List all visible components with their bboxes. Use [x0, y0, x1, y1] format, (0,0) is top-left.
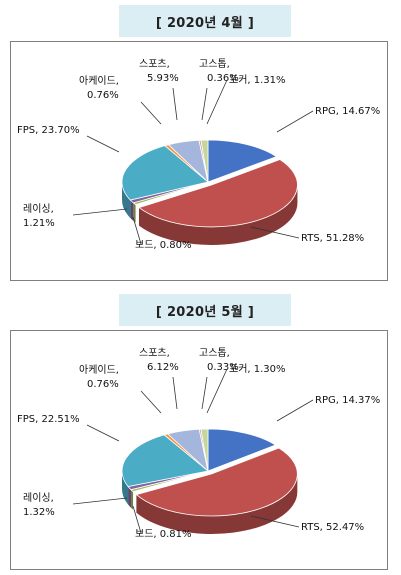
- leader-line-포커: [206, 368, 228, 414]
- leader-line-아케이드: [140, 101, 162, 125]
- data-label-고스톱-value: 0.36%: [207, 73, 239, 84]
- data-label-아케이드-name: 아케이드,: [79, 75, 119, 87]
- leader-line-FPS: [86, 135, 120, 153]
- pie-slices: [121, 428, 298, 517]
- pie-side-레이싱: [130, 200, 134, 221]
- data-label-아케이드-name: 아케이드,: [79, 364, 119, 376]
- pie-side-RTS: [139, 184, 298, 245]
- data-label-스포츠-name: 스포츠,: [139, 347, 170, 359]
- leader-line-보드: [132, 216, 142, 245]
- pie-slice-포커: [200, 428, 209, 472]
- pie-slice-FPS: [121, 145, 209, 201]
- pie-chart-may-svg: RPG, 14.37% RTS, 52.47% 보드, 0.81% 레이싱, 1.32%…: [17, 347, 380, 540]
- leader-line-고스톱: [201, 87, 208, 121]
- data-label-보드: 보드, 0.81%: [135, 528, 192, 540]
- pie-side-보드: [130, 489, 134, 510]
- data-label-스포츠-name: 스포츠,: [139, 58, 170, 70]
- leader-line-스포츠: [172, 87, 178, 121]
- leader-line-RPG: [276, 399, 314, 422]
- leader-line-RPG: [276, 110, 314, 133]
- pie-slices: [121, 139, 298, 228]
- pie-slice-RTS: [138, 159, 298, 228]
- pie-chart-may: RPG, 14.37% RTS, 52.47% 보드, 0.81% 레이싱, 1.32%…: [10, 330, 388, 570]
- data-label-FPS: FPS, 22.51%: [17, 414, 80, 425]
- leader-line-레이싱: [72, 208, 128, 216]
- pie-slice-RTS: [135, 447, 298, 517]
- pie-labels: RPG, 14.37% RTS, 52.47% 보드, 0.81% 레이싱, 1.32%…: [17, 347, 380, 540]
- data-label-레이싱-value: 1.32%: [23, 507, 55, 518]
- data-label-레이싱-value: 1.21%: [23, 218, 55, 229]
- pie-slice-포커: [200, 139, 209, 183]
- leader-line-보드: [132, 505, 142, 534]
- data-label-FPS: FPS, 23.70%: [17, 125, 80, 136]
- data-label-고스톱-name: 고스톱,: [199, 347, 230, 359]
- data-label-레이싱-name: 레이싱,: [23, 203, 54, 215]
- data-label-보드: 보드, 0.80%: [135, 239, 192, 251]
- data-label-고스톱-value: 0.33%: [207, 362, 239, 373]
- leader-line-RTS: [250, 515, 300, 528]
- data-label-스포츠-value: 6.12%: [147, 362, 179, 373]
- pie-side-RTS: [136, 473, 298, 534]
- leader-line-RTS: [250, 226, 300, 239]
- data-label-아케이드-value: 0.76%: [87, 90, 119, 101]
- leader-line-포커: [206, 79, 228, 125]
- data-label-RPG: RPG, 14.67%: [315, 106, 380, 117]
- data-label-RTS: RTS, 52.47%: [301, 522, 364, 533]
- chart-title-april: [ 2020년 4월 ]: [119, 5, 291, 37]
- data-label-RTS: RTS, 51.28%: [301, 233, 364, 244]
- data-label-스포츠-value: 5.93%: [147, 73, 179, 84]
- data-label-고스톱-name: 고스톱,: [199, 58, 230, 70]
- data-label-아케이드-value: 0.76%: [87, 379, 119, 390]
- data-label-레이싱-name: 레이싱,: [23, 492, 54, 504]
- pie-slice-RPG: [207, 428, 277, 472]
- data-label-포커: 포커, 1.31%: [229, 74, 286, 86]
- leader-line-스포츠: [172, 376, 178, 410]
- pie-chart-april-svg: RPG, 14.67% RTS, 51.28% 보드, 0.80% 레이싱, 1.21%…: [17, 58, 380, 251]
- pie-chart-april: RPG, 14.67% RTS, 51.28% 보드, 0.80% 레이싱, 1.21%…: [10, 41, 388, 281]
- pie-labels: RPG, 14.67% RTS, 51.28% 보드, 0.80% 레이싱, 1.21%…: [17, 58, 380, 251]
- leader-line-FPS: [86, 424, 120, 442]
- leader-line-고스톱: [201, 376, 208, 410]
- pie-slice-RPG: [207, 139, 278, 183]
- leader-line-아케이드: [140, 390, 162, 414]
- data-label-RPG: RPG, 14.37%: [315, 395, 380, 406]
- data-label-포커: 포커, 1.30%: [229, 363, 286, 375]
- pie-slice-FPS: [121, 434, 209, 487]
- pie-side-보드: [133, 202, 136, 223]
- leader-line-레이싱: [72, 497, 128, 505]
- pie-side-레이싱: [128, 486, 131, 508]
- chart-title-may: [ 2020년 5월 ]: [119, 294, 291, 326]
